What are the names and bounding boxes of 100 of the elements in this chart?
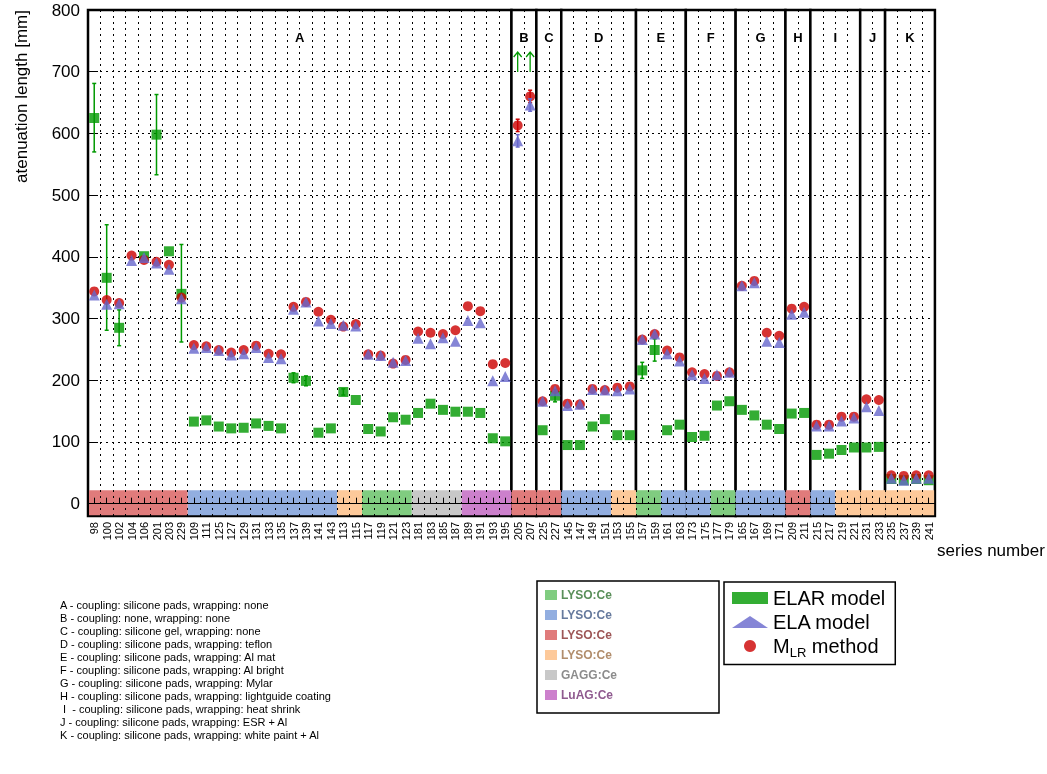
text: H - coupling: silicone pads, wrapping: lightguide coating	[60, 690, 331, 702]
x-tick-label: 173	[686, 522, 699, 541]
x-tick-label: 102	[113, 522, 126, 541]
x-tick-label: 165	[735, 522, 748, 541]
x-tick-label: 100	[100, 522, 113, 541]
x-tick-label: 227	[549, 522, 562, 541]
legend-label: GAGG:Ce	[561, 668, 618, 682]
y-tick-label: 700	[51, 62, 80, 82]
band-label: K	[905, 29, 916, 45]
x-tick-label: 235	[885, 522, 898, 541]
x-tick-label: 137	[287, 522, 300, 541]
band-label: J	[869, 29, 877, 45]
y-tick-label: 400	[51, 247, 80, 267]
x-tick-label: 179	[723, 522, 736, 541]
x-tick-label: 231	[860, 522, 873, 541]
x-tick-label: 129	[237, 522, 250, 541]
band-label: D	[593, 29, 604, 45]
x-tick-label: 125	[212, 522, 225, 541]
x-tick-label: 143	[324, 522, 337, 541]
x-tick-label: 217	[823, 522, 836, 541]
y-tick-label: 0	[70, 494, 80, 514]
x-tick-label: 207	[524, 522, 537, 541]
x-tick-label: 113	[337, 522, 350, 540]
text: J - coupling: silicone pads, wrapping: ESR + Al	[60, 716, 288, 728]
x-tick-label: 121	[387, 522, 400, 541]
x-tick-label: 104	[125, 522, 138, 541]
x-tick-label: 135	[275, 522, 288, 541]
legend-label: ELA model	[773, 611, 870, 633]
y-tick-label: 500	[51, 185, 80, 205]
x-tick-label: 191	[474, 522, 487, 541]
y-axis-title: atenuation length [mm]	[12, 10, 31, 183]
x-tick-label: 153	[611, 522, 624, 541]
band-label: C	[544, 29, 555, 45]
x-tick-label: 209	[785, 522, 798, 541]
x-tick-label: 159	[648, 522, 661, 541]
band-label: A	[295, 29, 306, 45]
x-tick-label: 225	[536, 522, 549, 541]
x-tick-label: 171	[773, 522, 786, 541]
x-tick-label: 177	[710, 522, 723, 541]
y-tick-label: 100	[51, 432, 80, 452]
x-tick-label: 119	[374, 522, 387, 540]
x-tick-label: 131	[250, 522, 263, 541]
x-tick-label: 109	[187, 522, 200, 541]
x-tick-label: 189	[461, 522, 474, 541]
legend-label: LuAG:Ce	[561, 688, 614, 702]
y-tick-label: 800	[51, 0, 80, 20]
text: B - coupling: none, wrapping: none	[60, 612, 231, 624]
x-tick-label: 195	[499, 522, 512, 541]
x-tick-label: 203	[162, 522, 175, 541]
x-tick-label: 169	[760, 522, 773, 541]
x-tick-label: 205	[511, 522, 524, 541]
x-axis-title: series number	[937, 540, 1046, 560]
text: K - coupling: silicone pads, wrapping: white paint + Al	[60, 729, 319, 741]
x-tick-label: 241	[922, 522, 935, 541]
x-tick-label: 183	[424, 522, 437, 541]
x-tick-label: 229	[175, 522, 188, 541]
legend-label: LYSO:Ce	[561, 648, 613, 662]
x-tick-label: 147	[573, 522, 586, 541]
x-tick-label: 239	[910, 522, 923, 541]
x-tick-label: 163	[673, 522, 686, 541]
x-tick-label: 151	[598, 522, 611, 541]
band-label: E	[656, 29, 666, 45]
x-tick-label: 123	[399, 522, 412, 541]
x-tick-label: 187	[449, 522, 462, 541]
band-label: F	[706, 29, 715, 45]
x-tick-label: 117	[362, 522, 375, 540]
y-tick-label: 600	[51, 123, 80, 143]
x-tick-label: 106	[138, 522, 151, 541]
x-tick-label: 193	[486, 522, 499, 541]
text: I - coupling: silicone pads, wrapping: heat shrink	[60, 703, 301, 715]
x-tick-label: 211	[798, 522, 811, 540]
x-tick-label: 221	[847, 522, 860, 541]
x-tick-label: 149	[586, 522, 599, 541]
x-tick-label: 181	[412, 522, 425, 541]
x-tick-label: 201	[150, 522, 163, 541]
x-tick-label: 127	[225, 522, 238, 541]
text: G - coupling: silicone pads, wrapping: Mylar	[60, 677, 274, 689]
x-tick-label: 219	[835, 522, 848, 541]
band-label: G	[755, 29, 766, 45]
x-tick-label: 141	[312, 522, 325, 541]
x-tick-label: 175	[698, 522, 711, 541]
x-tick-label: 98	[88, 522, 101, 535]
x-tick-label: 155	[623, 522, 636, 541]
x-tick-label: 145	[561, 522, 574, 541]
x-tick-label: 111	[200, 522, 213, 539]
x-tick-label: 215	[810, 522, 823, 541]
x-tick-label: 185	[436, 522, 449, 541]
y-tick-label: 200	[51, 370, 80, 390]
text: A - coupling: silicone pads, wrapping: none	[60, 599, 269, 611]
x-tick-label: 237	[897, 522, 910, 541]
y-tick-label: 300	[51, 309, 80, 329]
text: E - coupling: silicone pads, wrapping: Al mat	[60, 651, 276, 663]
x-tick-label: 167	[748, 522, 761, 541]
x-tick-label: 161	[661, 522, 674, 541]
legend-label: ELAR model	[773, 587, 886, 609]
legend-label: LYSO:Ce	[561, 588, 613, 602]
text: D - coupling: silicone pads, wrapping: teflon	[60, 638, 273, 650]
x-tick-label: 133	[262, 522, 275, 541]
band-label: B	[519, 29, 529, 45]
x-tick-label: 157	[636, 522, 649, 541]
